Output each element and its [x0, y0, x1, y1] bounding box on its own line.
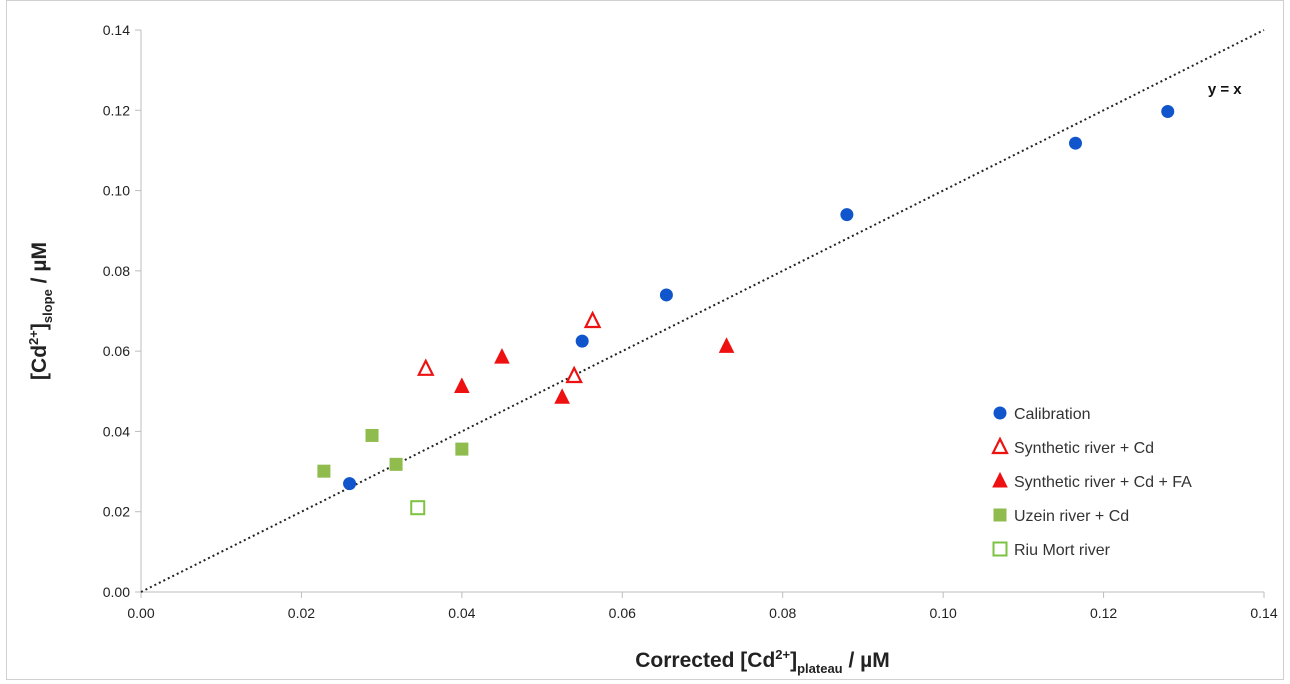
axes	[140, 30, 1264, 593]
data-point-synthetic-river-cd-fa	[718, 337, 735, 353]
chart-frame	[6, 0, 1284, 680]
legend: Calibration Synthetic river + Cd Synthetic…	[991, 406, 1192, 559]
legend-marker-uzein-river-cd	[993, 508, 1007, 522]
data-point-calibration	[575, 334, 589, 348]
x-tick-label: 0.10	[930, 605, 957, 621]
x-tick-label: 0.14	[1250, 605, 1277, 621]
legend-label-calibration: Calibration	[1014, 406, 1090, 423]
legend-label-synthetic-river-cd-fa: Synthetic river + Cd + FA	[1014, 474, 1192, 491]
data-points	[317, 104, 1175, 516]
x-tick-label: 0.04	[448, 605, 475, 621]
data-point-synthetic-river-cd-fa	[554, 388, 570, 404]
x-axis-title: Corrected [Cd2+]plateau / µM	[635, 647, 889, 676]
y-tick-label: 0.10	[103, 183, 130, 199]
data-point-uzein-river-cd	[365, 428, 379, 442]
data-point-riu-mort-river	[410, 500, 426, 516]
legend-marker-synthetic-river-cd	[991, 436, 1009, 455]
data-point-synthetic-river-cd-fa	[454, 377, 470, 393]
x-tick-label: 0.02	[288, 605, 315, 621]
data-point-synthetic-river-cd	[416, 358, 435, 376]
legend-label-riu-mort-river: Riu Mort river	[1014, 542, 1111, 559]
legend-marker-synthetic-river-cd-fa	[992, 471, 1008, 488]
y-tick-label: 0.12	[103, 102, 130, 118]
y-tick-label: 0.14	[103, 22, 130, 38]
y-tick-label: 0.06	[103, 343, 130, 359]
y-tick-labels: 0.00 0.02 0.04 0.06 0.08 0.10 0.12 0.14	[103, 22, 141, 600]
legend-marker-riu-mort-river	[992, 541, 1008, 557]
reference-line-y-equals-x	[140, 29, 1265, 593]
data-point-synthetic-river-cd	[583, 310, 602, 329]
x-tick-labels: 0.00 0.02 0.04 0.06 0.08 0.10 0.12 0.14	[127, 592, 1278, 621]
y-tick-label: 0.04	[103, 423, 130, 439]
data-point-uzein-river-cd	[317, 464, 331, 478]
y-tick-label: 0.00	[103, 584, 130, 600]
data-point-calibration	[1161, 104, 1175, 118]
legend-marker-calibration	[993, 406, 1007, 420]
legend-label-synthetic-river-cd: Synthetic river + Cd	[1014, 440, 1154, 457]
data-point-calibration	[343, 477, 357, 491]
data-point-uzein-river-cd	[455, 442, 469, 456]
y-tick-label: 0.08	[103, 263, 130, 279]
data-point-synthetic-river-cd-fa	[494, 348, 510, 364]
legend-label-uzein-river-cd: Uzein river + Cd	[1014, 508, 1129, 525]
x-tick-label: 0.06	[609, 605, 636, 621]
data-point-uzein-river-cd	[389, 457, 403, 471]
x-tick-label: 0.08	[769, 605, 796, 621]
x-tick-label: 0.12	[1090, 605, 1117, 621]
data-point-calibration	[659, 288, 673, 302]
data-point-calibration	[840, 208, 854, 222]
reference-line-label: y = x	[1208, 81, 1242, 98]
y-axis-title: [Cd2+]slope / µM	[26, 242, 55, 380]
data-point-synthetic-river-cd	[565, 365, 583, 384]
y-tick-label: 0.02	[103, 504, 130, 520]
x-tick-label: 0.00	[127, 605, 154, 621]
data-point-calibration	[1068, 136, 1082, 150]
